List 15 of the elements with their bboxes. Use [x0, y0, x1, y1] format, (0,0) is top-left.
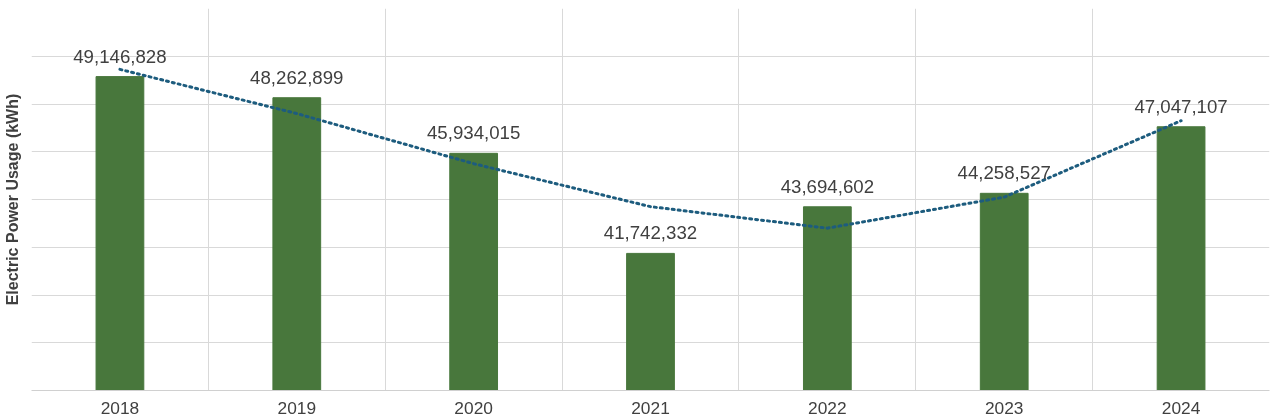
x-tick-label: 2023: [984, 397, 1024, 416]
data-label: 47,047,107: [1134, 95, 1228, 117]
data-label: 48,262,899: [250, 66, 344, 88]
data-label: 44,258,527: [957, 162, 1051, 184]
data-label: 49,146,828: [73, 45, 167, 67]
x-tick-label: 2019: [277, 397, 317, 416]
x-tick-label: 2021: [631, 397, 670, 416]
data-label: 41,742,332: [603, 222, 698, 244]
x-tick-label: 2024: [1161, 397, 1201, 416]
y-axis-title: Electric Power Usage (kWh): [3, 93, 21, 306]
x-tick-label: 2018: [100, 397, 140, 416]
x-tick-label: 2020: [454, 397, 493, 416]
data-label: 45,934,015: [426, 122, 521, 144]
x-tick-label: 2022: [808, 397, 847, 416]
data-label: 43,694,602: [780, 175, 875, 197]
